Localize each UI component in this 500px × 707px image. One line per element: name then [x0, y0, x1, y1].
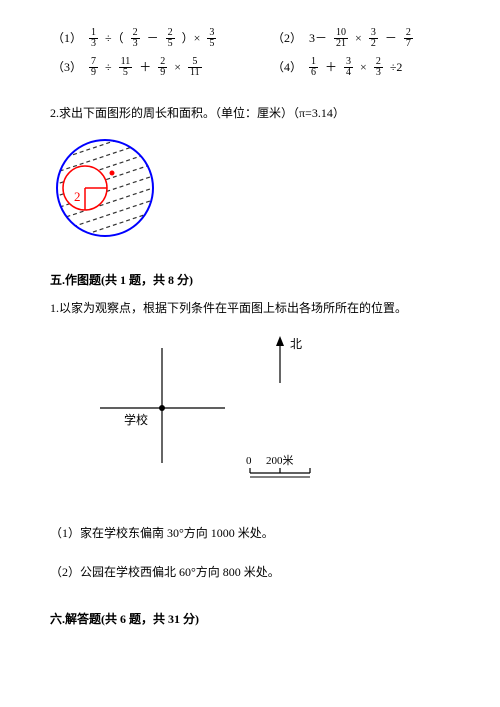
problem-label: （3） — [52, 58, 82, 77]
op-text: ＋ — [325, 58, 337, 77]
section-5-sub2: （2）公园在学校西偏北 60°方向 800 米处。 — [50, 563, 450, 582]
op-text: ＋ — [139, 58, 151, 77]
fraction: 32 — [369, 28, 378, 49]
circle-figure: 2 — [50, 133, 450, 249]
problem-label: （1） — [52, 29, 82, 48]
north-arrow-head — [276, 336, 284, 346]
red-dot — [110, 171, 115, 176]
problem-label: （4） — [272, 58, 302, 77]
scale-unit: 200米 — [266, 454, 294, 467]
radius-label: 2 — [74, 189, 81, 204]
fraction: 34 — [344, 57, 353, 78]
origin-dot — [159, 405, 165, 411]
section-5-title: 五.作图题(共 1 题，共 8 分) — [50, 271, 450, 290]
fraction: 13 — [89, 28, 98, 49]
op-text: × — [174, 58, 181, 77]
north-label: 北 — [290, 337, 302, 351]
section-6-title: 六.解答题(共 6 题，共 31 分) — [50, 610, 450, 629]
fraction: 35 — [207, 28, 216, 49]
problem-2: （2） 3－ 1021 × 32 － 27 — [270, 28, 450, 49]
fraction: 23 — [374, 57, 383, 78]
op-text: － — [385, 29, 397, 48]
fraction: 25 — [166, 28, 175, 49]
coordinate-plane: 北 学校 0 200米 — [80, 328, 340, 498]
problem-1: （1） 13 ÷（ 23 － 25 ）× 35 — [50, 28, 270, 49]
op-text: ）× — [182, 29, 201, 48]
annulus-diagram: 2 — [50, 133, 160, 243]
problem-label: （2） — [272, 29, 302, 48]
op-text: － — [147, 29, 159, 48]
fraction: 16 — [309, 57, 318, 78]
op-text: × — [360, 58, 367, 77]
problem-row-1: （1） 13 ÷（ 23 － 25 ）× 35 （2） 3－ 1021 × 32… — [50, 28, 450, 49]
fraction: 27 — [404, 28, 413, 49]
problem-3: （3） 79 ÷ 115 ＋ 29 × 511 — [50, 57, 270, 78]
fraction: 115 — [119, 57, 133, 78]
section-5-sub1: （1）家在学校东偏南 30°方向 1000 米处。 — [50, 524, 450, 543]
op-text: ÷2 — [390, 58, 403, 77]
fraction: 79 — [89, 57, 98, 78]
problem-row-2: （3） 79 ÷ 115 ＋ 29 × 511 （4） 16 ＋ 34 × 23… — [50, 57, 450, 78]
scale-zero: 0 — [246, 455, 252, 467]
op-text: × — [355, 29, 362, 48]
op-text: 3－ — [309, 29, 327, 48]
fraction: 511 — [188, 57, 202, 78]
fraction: 23 — [131, 28, 140, 49]
fraction: 29 — [158, 57, 167, 78]
school-label: 学校 — [124, 412, 148, 427]
problem-4: （4） 16 ＋ 34 × 23 ÷2 — [270, 57, 450, 78]
fraction: 1021 — [334, 28, 348, 49]
section-5-q1: 1.以家为观察点，根据下列条件在平面图上标出各场所所在的位置。 — [50, 299, 450, 318]
question-2-text: 2.求出下面图形的周长和面积。（单位：厘米）（π=3.14） — [50, 104, 450, 123]
coord-figure: 北 学校 0 200米 — [80, 328, 450, 504]
op-text: ÷ — [105, 58, 112, 77]
op-text: ÷（ — [105, 29, 124, 48]
